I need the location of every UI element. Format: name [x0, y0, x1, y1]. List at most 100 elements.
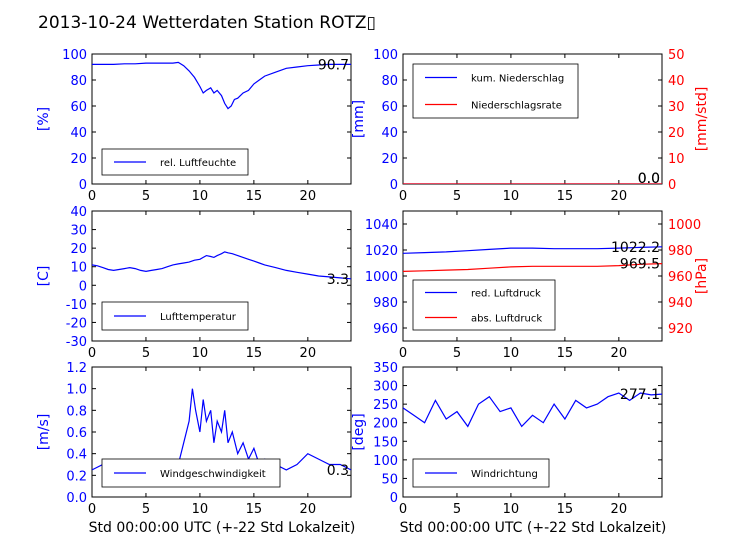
y2-tick-label: 0 — [668, 178, 676, 193]
x-tick-label: 15 — [557, 189, 574, 204]
legend-label: kum. Niederschlag — [471, 74, 564, 85]
legend-box — [101, 458, 281, 488]
y2-tick-label: 1000 — [668, 218, 701, 233]
y-tick-label: 20 — [70, 242, 87, 257]
legend-label: red. Luftdruck — [471, 289, 541, 300]
x-tick-label: 15 — [246, 502, 263, 517]
x-tick-label: 5 — [142, 346, 150, 361]
chart-panel-humidity: 0 5 10 15 20 0 20 40 60 80 100 [%] rel. Luftfeuchte 9… — [36, 48, 352, 204]
y-tick-label: -30 — [66, 335, 87, 350]
legend-label: Windrichtung — [471, 469, 538, 480]
y-tick-label: 30 — [70, 224, 87, 239]
x-tick-label: 20 — [611, 189, 628, 204]
chart-panel-temperature: 0 5 10 15 20 -30 -20 -10 0 10 20 30 40 [C] Lufttempera… — [36, 205, 352, 361]
y2-tick-label: 30 — [668, 100, 685, 115]
x-tick-label: 15 — [557, 502, 574, 517]
series-line-1 — [92, 251, 351, 280]
legend-label: abs. Luftdruck — [471, 314, 542, 325]
y-tick-label: 20 — [70, 152, 87, 167]
series-line-2 — [403, 263, 662, 272]
x-tick-label: 10 — [503, 346, 520, 361]
y2-tick-label: 920 — [668, 322, 693, 337]
y-tick-label: 0 — [79, 178, 87, 193]
y2-tick-label: 10 — [668, 152, 685, 167]
y-tick-label: 20 — [381, 152, 398, 167]
y-tick-label: 960 — [373, 322, 398, 337]
y-tick-label: 350 — [373, 361, 398, 376]
x-tick-label: 0 — [399, 502, 407, 517]
legend-label: Lufttemperatur — [160, 312, 237, 323]
y2-axis-label: [mm/std] — [694, 87, 710, 152]
legend-box — [412, 279, 556, 331]
page-title: 2013-10-24 Wetterdaten Station ROTZ▯ — [38, 13, 376, 33]
legend-box — [412, 458, 550, 488]
legend-label: Niederschlagsrate — [471, 101, 562, 112]
y2-axis-label: [hPa] — [694, 258, 710, 294]
current-value-label: 90.7 — [318, 57, 349, 73]
y-tick-label: 980 — [373, 296, 398, 311]
x-tick-label: 0 — [399, 189, 407, 204]
y-axis-label: [%] — [36, 107, 52, 131]
chart-panel-wind_direction: 0 5 10 15 20050100150200250300350[deg]Windri… — [351, 361, 663, 517]
y2-tick-label: 940 — [668, 296, 693, 311]
x-axis-label-left: Std 00:00:00 UTC (+-22 Std Lokalzeit) — [89, 520, 356, 536]
y-tick-label: 1040 — [365, 218, 398, 233]
y-tick-label: 0.4 — [66, 448, 87, 463]
current-value-label: 0.0 — [638, 171, 660, 187]
x-tick-label: 20 — [300, 189, 317, 204]
y-tick-label: -20 — [66, 316, 87, 331]
y-axis-label: [C] — [36, 266, 52, 287]
series-line-1 — [92, 61, 351, 110]
x-tick-label: 20 — [611, 502, 628, 517]
legend-label: Windgeschwindigkeit — [160, 469, 266, 480]
x-tick-label: 10 — [192, 189, 209, 204]
y2-tick-label: 20 — [668, 126, 685, 141]
x-tick-label: 10 — [503, 502, 520, 517]
y-tick-label: 0 — [79, 279, 87, 294]
current-value-label: 1022.2 — [611, 240, 660, 256]
y-tick-label: 60 — [381, 100, 398, 115]
x-tick-label: 20 — [611, 346, 628, 361]
y-tick-label: 40 — [381, 126, 398, 141]
y-tick-label: 0.8 — [66, 404, 87, 419]
x-tick-label: 5 — [142, 502, 150, 517]
current-value-label: 0.0 — [638, 171, 660, 187]
x-tick-label: 5 — [142, 189, 150, 204]
y2-tick-label: 50 — [668, 48, 685, 63]
chart-panel-wind_speed: 0 5 10 15 20 0.0 0.2 0.4 0.6 0.8 1.0 1.2 [m/s] Windge… — [36, 361, 352, 517]
y2-tick-label: 960 — [668, 270, 693, 285]
y-axis-label: [mm] — [351, 100, 367, 138]
y2-tick-label: 980 — [668, 244, 693, 259]
x-tick-label: 20 — [300, 502, 317, 517]
y-tick-label: 50 — [381, 472, 398, 487]
x-tick-label: 15 — [557, 346, 574, 361]
x-tick-label: 10 — [192, 502, 209, 517]
y-tick-label: -10 — [66, 298, 87, 313]
y-tick-label: 100 — [62, 48, 87, 63]
x-tick-label: 0 — [88, 502, 96, 517]
y-tick-label: 10 — [70, 261, 87, 276]
x-tick-label: 0 — [88, 346, 96, 361]
y-tick-label: 0.0 — [66, 491, 87, 506]
x-tick-label: 15 — [246, 189, 263, 204]
y-tick-label: 0 — [390, 178, 398, 193]
y-tick-label: 40 — [70, 126, 87, 141]
legend-label: rel. Luftfeuchte — [160, 158, 236, 169]
y-tick-label: 0.2 — [66, 469, 87, 484]
x-tick-label: 15 — [246, 346, 263, 361]
current-value-label: 0.3 — [327, 463, 349, 479]
series-line-1 — [403, 392, 662, 428]
y-tick-label: 300 — [373, 380, 398, 395]
x-axis-label-right: Std 00:00:00 UTC (+-22 Std Lokalzeit) — [400, 520, 667, 536]
y-tick-label: 40 — [70, 205, 87, 220]
chart-panel-pressure: 0 5 10 15 20 960 980 1000 1020 1040 920 940 960 980 10… — [365, 210, 710, 361]
y-tick-label: 1000 — [365, 270, 398, 285]
y-tick-label: 80 — [381, 74, 398, 89]
legend-box — [412, 63, 579, 119]
x-tick-label: 10 — [192, 346, 209, 361]
chart-panel-precipitation: 0 5 10 15 20 0 20 40 60 80 100 0 10 20 30 40 50 [mm] [mm/s… — [351, 48, 710, 204]
y-tick-label: 250 — [373, 398, 398, 413]
y-tick-label: 100 — [373, 454, 398, 469]
current-value-label: 969.5 — [620, 257, 660, 273]
